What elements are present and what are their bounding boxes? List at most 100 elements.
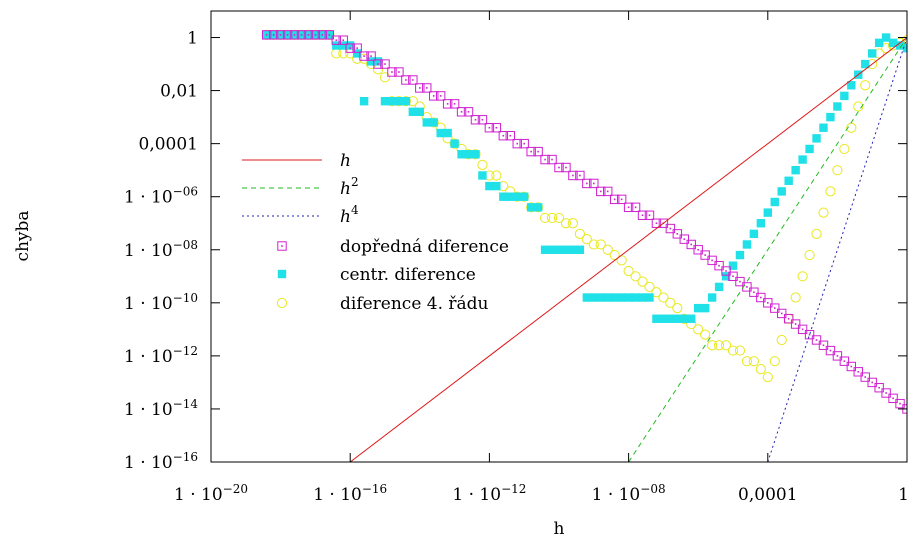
x-tick-label-base: 1 · 10 [313, 485, 362, 505]
point-dot [446, 103, 449, 105]
point [554, 162, 564, 173]
y-tick-label: 1 [187, 29, 198, 49]
point-dot [815, 339, 818, 341]
point-dot [739, 280, 741, 283]
line-h [349, 37, 907, 462]
point [742, 282, 752, 292]
x-tick-label-base: 1 · 10 [452, 485, 501, 505]
point [609, 194, 620, 205]
point-dot [467, 111, 470, 113]
point [693, 324, 704, 335]
point [728, 261, 738, 270]
point-dot [780, 312, 783, 315]
point [485, 181, 494, 191]
point-dot [391, 71, 393, 73]
point [853, 367, 863, 377]
x-tick-label-exp: −12 [501, 482, 526, 496]
y-tick-label: 1 · 10−10 [124, 291, 198, 314]
y-tick-label-exp: −16 [173, 450, 198, 464]
point-dot [655, 222, 658, 225]
point-dot [843, 360, 846, 362]
point [658, 292, 669, 303]
point [901, 35, 907, 46]
point [714, 260, 724, 271]
point-dot [808, 333, 811, 336]
point [373, 57, 383, 66]
point [874, 38, 884, 48]
y-tick-label-base: 1 · 10 [124, 347, 173, 367]
point-dot [363, 55, 365, 57]
point [296, 30, 307, 40]
point-dot [419, 87, 421, 89]
point [540, 154, 550, 165]
point [547, 154, 557, 165]
point [638, 293, 647, 302]
point-dot [767, 302, 769, 304]
point [380, 97, 390, 106]
legend-label-h4: h4 [340, 203, 359, 227]
point [777, 187, 786, 196]
x-axis-title: h [554, 519, 565, 539]
point [505, 130, 515, 141]
point-dot [377, 63, 379, 65]
point [700, 329, 711, 340]
point [853, 101, 864, 112]
point [408, 107, 418, 117]
point [861, 59, 870, 69]
point [623, 265, 634, 277]
point [791, 165, 800, 175]
point [470, 115, 481, 125]
point [387, 97, 397, 106]
point-dot [669, 227, 672, 230]
point-dot [704, 254, 706, 256]
point [338, 35, 348, 45]
point-dot [579, 174, 581, 177]
point [429, 91, 439, 101]
x-tick-label-exp: −16 [362, 482, 387, 496]
point [554, 245, 564, 254]
point [429, 118, 438, 127]
point [478, 171, 487, 180]
x-tick-label-exp: −08 [640, 482, 665, 496]
x-tick-label: 1 · 10−08 [592, 482, 666, 505]
point [812, 134, 821, 143]
point [317, 30, 328, 40]
point-dot [773, 307, 776, 309]
point [756, 292, 766, 303]
point [499, 192, 508, 201]
point [568, 245, 578, 254]
legend-marker-2 [276, 297, 288, 309]
point-dot [613, 198, 616, 201]
x-tick-label-base: 1 [898, 485, 908, 505]
point [261, 30, 272, 40]
point [449, 99, 460, 109]
x-tick-label-base: 0,0001 [738, 485, 797, 505]
point-dot [558, 166, 560, 169]
point [581, 234, 592, 245]
point [568, 170, 578, 181]
y-tick-label-exp: −06 [173, 185, 198, 199]
point [589, 293, 598, 302]
point [513, 192, 522, 201]
point [631, 293, 640, 302]
point-dot [641, 214, 644, 217]
point-dot [648, 214, 651, 217]
point [589, 178, 599, 189]
point [463, 107, 474, 117]
x-tick-label-base: 1 · 10 [592, 485, 641, 505]
point [769, 356, 780, 367]
point [727, 345, 739, 356]
point [818, 207, 829, 218]
point [630, 202, 641, 213]
point [366, 57, 376, 66]
point [679, 234, 689, 244]
point-dot [565, 166, 567, 169]
point [686, 239, 696, 250]
point [749, 229, 759, 239]
point-dot [530, 150, 532, 153]
point-dot [509, 134, 512, 137]
point [666, 314, 675, 323]
point [442, 99, 453, 109]
point [826, 112, 835, 122]
